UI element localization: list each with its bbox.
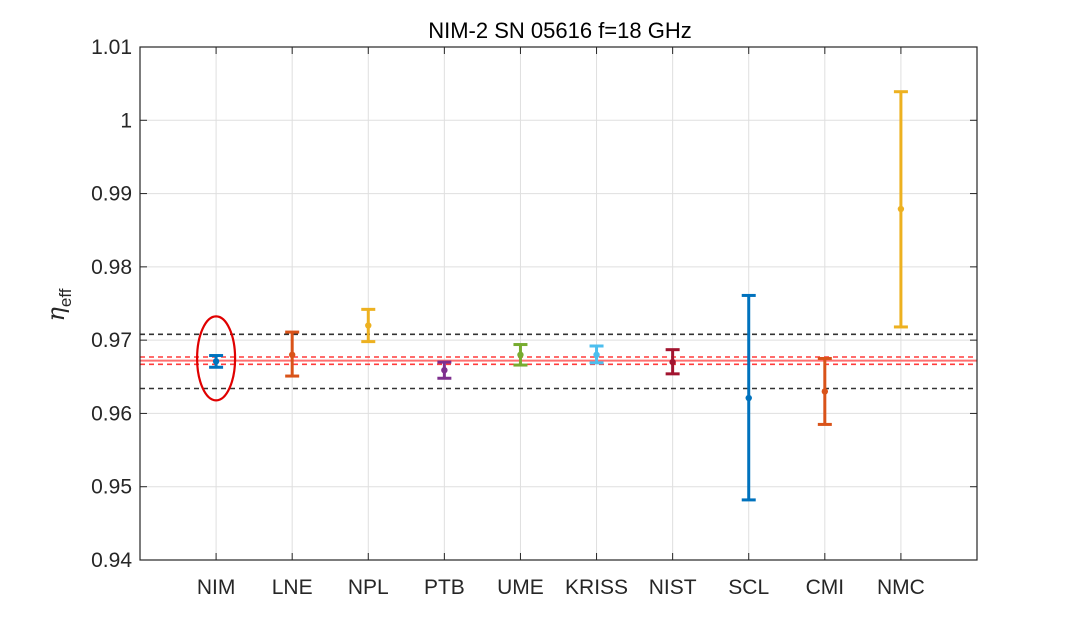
data-point-nim [212,358,220,365]
axis-ticks: 0.94 0.95 0.96 0.97 0.98 0.99 1 1.01 NIM LNE NPL PT… [91,36,977,599]
x-tick-label-ptb: PTB [424,576,465,599]
data-point-cmi [821,388,829,395]
data-point-nist [669,358,676,366]
y-tick-label: 1.01 [91,36,132,59]
x-tick-label-nmc: NMC [877,576,925,599]
y-axis-label: ηeff [42,288,75,321]
error-bars [195,90,908,502]
x-tick-label-npl: NPL [348,576,389,599]
grid [140,46,977,561]
y-axis-label-symbol: η [42,306,70,321]
y-tick-label: 0.99 [91,183,132,206]
x-tick-label-nim: NIM [197,576,236,599]
x-tick-label-scl: SCL [728,576,769,599]
x-tick-label-lne: LNE [272,576,313,599]
x-tick-label-ume: UME [497,576,544,599]
y-tick-label: 0.94 [91,549,132,572]
data-point-scl [745,394,752,402]
y-tick-label: 0.96 [91,402,132,425]
data-point-lne [288,351,296,358]
y-axis-label-subscript: eff [56,288,75,307]
y-tick-label: 1 [120,109,132,132]
data-point-ptb [441,366,448,374]
highlight-ellipse [195,315,237,402]
x-tick-label-kriss: KRISS [565,576,628,599]
axes-box [139,46,978,561]
y-tick-label: 0.98 [91,256,132,279]
data-point-nmc [897,205,905,213]
data-point-ume [517,351,524,358]
y-tick-label: 0.95 [91,476,132,499]
x-tick-label-nist: NIST [649,576,697,599]
reference-lines [140,333,977,390]
data-point-npl [365,322,372,329]
x-tick-label-cmi: CMI [806,576,845,599]
chart-title: NIM-2 SN 05616 f=18 GHz [428,18,692,43]
data-point-kriss [593,351,600,358]
y-tick-label: 0.97 [91,329,132,352]
